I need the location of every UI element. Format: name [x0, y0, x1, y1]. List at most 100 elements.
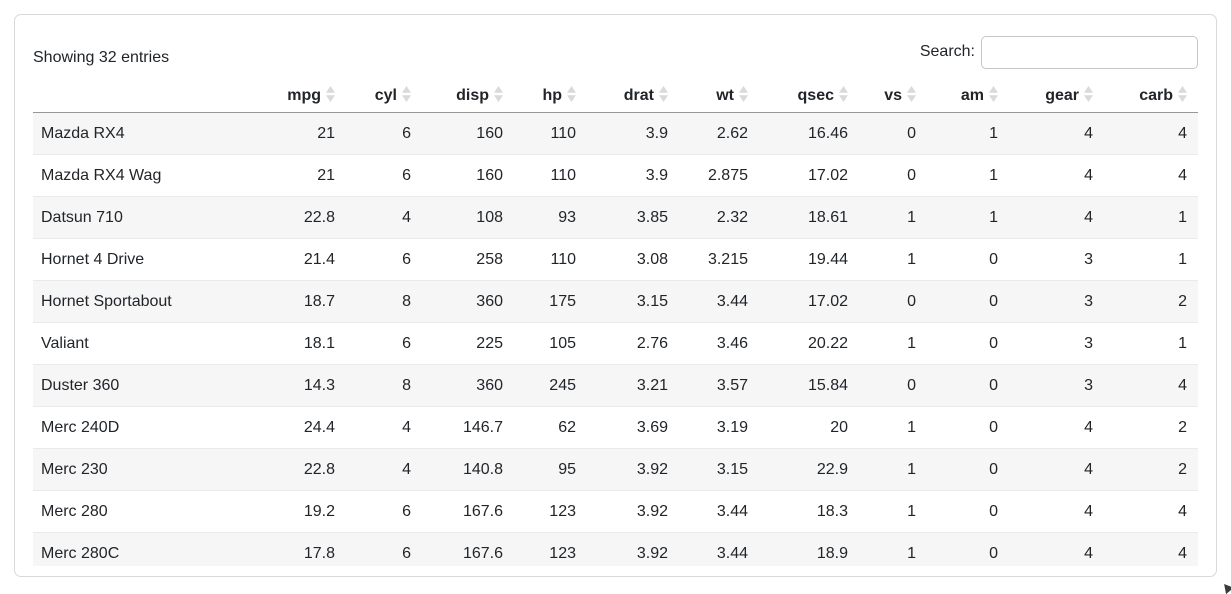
data-cell: 1 [1105, 196, 1198, 239]
data-cell: 95 [515, 448, 588, 491]
data-cell: 3 [1010, 322, 1105, 365]
data-cell: 17.02 [760, 280, 860, 323]
column-label: vs [884, 87, 902, 104]
data-cell: 3.46 [680, 322, 760, 365]
data-cell: 2.875 [680, 154, 760, 197]
data-cell: 14.3 [271, 364, 347, 407]
table-row: Hornet 4 Drive 21.4 6 258 110 3.08 3.215 19.44 1… [33, 238, 1198, 281]
sort-both-icon [494, 86, 503, 102]
column-header-qsec[interactable]: qsec [760, 77, 860, 113]
row-name-cell: Hornet Sportabout [33, 280, 271, 323]
data-cell: 4 [1010, 490, 1105, 533]
column-header-disp[interactable]: disp [423, 77, 515, 113]
column-label: hp [542, 87, 562, 104]
row-name-cell: Duster 360 [33, 364, 271, 407]
sort-both-icon [839, 86, 848, 102]
data-cell: 1 [860, 490, 928, 533]
data-cell: 2.62 [716, 125, 748, 142]
data-cell: 1 [860, 238, 928, 281]
data-cell: 1 [860, 532, 928, 566]
table-row: Duster 360 14.3 8 360 245 3.21 3.57 15.84 0 0 3 4 [33, 364, 1198, 407]
data-cell: 18.61 [760, 196, 860, 239]
entries-info: Showing 32 entries [33, 49, 170, 66]
data-cell: 18.1 [271, 322, 347, 365]
data-cell: 62 [515, 406, 588, 449]
data-cell: 4 [1010, 448, 1105, 491]
data-cell: 4 [1105, 154, 1198, 197]
data-cell: 21 [317, 125, 335, 142]
data-cell: 4 [1010, 406, 1105, 449]
data-cell: 4 [1010, 532, 1105, 566]
column-header-am[interactable]: am [928, 77, 1010, 113]
data-cell: 22.8 [271, 448, 347, 491]
data-cell: 110 [515, 154, 588, 197]
column-label: mpg [287, 87, 321, 104]
data-cell: 4 [1105, 364, 1198, 407]
data-cell: 3.19 [680, 406, 760, 449]
sort-both-icon [989, 86, 998, 102]
data-cell: 21.4 [271, 238, 347, 281]
data-cell: 8 [347, 280, 423, 323]
data-cell: 15.84 [760, 364, 860, 407]
data-cell: 1 [860, 406, 928, 449]
column-label: disp [456, 87, 489, 104]
column-header-mpg[interactable]: mpg [271, 77, 347, 113]
data-cell: 3.44 [680, 490, 760, 533]
table-scroll-area[interactable]: mpg cyl disp hp drat wt qsec vs am gear carb Mazda… [33, 77, 1198, 566]
data-cell: 0 [928, 364, 1010, 407]
data-cell: 3.215 [680, 238, 760, 281]
column-header-drat[interactable]: drat [588, 77, 680, 113]
row-name-cell: Mazda RX4 Wag [33, 154, 271, 197]
data-cell: 110 [550, 125, 576, 142]
data-cell: 258 [423, 238, 515, 281]
data-cell: 19.44 [760, 238, 860, 281]
column-header-wt[interactable]: wt [680, 77, 760, 113]
data-cell: 6 [402, 125, 411, 142]
column-label: gear [1045, 87, 1079, 104]
table-row: Valiant 18.1 6 225 105 2.76 3.46 20.22 1 0 3 1 [33, 322, 1198, 365]
column-header-carb[interactable]: carb [1105, 77, 1198, 113]
data-cell: 140.8 [423, 448, 515, 491]
data-cell: 0 [907, 125, 916, 142]
data-cell: 1 [928, 196, 1010, 239]
data-cell: 1 [928, 154, 1010, 197]
data-cell: 20.22 [760, 322, 860, 365]
data-cell: 2.76 [588, 322, 680, 365]
sort-both-icon [567, 86, 576, 102]
data-cell: 6 [347, 532, 423, 566]
row-name-cell: Merc 230 [33, 448, 271, 491]
data-cell: 0 [860, 280, 928, 323]
column-header-gear[interactable]: gear [1010, 77, 1105, 113]
data-cell: 1 [1105, 238, 1198, 281]
data-cell: 0 [860, 364, 928, 407]
data-cell: 22.8 [271, 196, 347, 239]
datatable-card: Showing 32 entries Search: mpg cyl disp hp d… [14, 14, 1217, 577]
column-header-row-names [33, 77, 271, 113]
column-label: wt [716, 87, 734, 104]
column-label: cyl [374, 87, 397, 104]
data-cell: 0 [928, 532, 1010, 566]
table-row: Merc 230 22.8 4 140.8 95 3.92 3.15 22.9 1 0 4 2 [33, 448, 1198, 491]
table-row: Hornet Sportabout 18.7 8 360 175 3.15 3.44 17.0… [33, 280, 1198, 323]
data-cell: 105 [515, 322, 588, 365]
data-cell: 245 [515, 364, 588, 407]
column-header-vs[interactable]: vs [860, 77, 928, 113]
row-name-cell: Valiant [33, 322, 271, 365]
data-cell: 4 [347, 406, 423, 449]
row-name-cell: Merc 280 [33, 490, 271, 533]
data-cell: 3.69 [588, 406, 680, 449]
search-input[interactable] [981, 35, 1198, 69]
data-cell: 20 [760, 406, 860, 449]
sort-both-icon [1084, 86, 1093, 102]
search-label: Search: [919, 43, 975, 60]
data-cell: 2 [1105, 406, 1198, 449]
data-cell: 1 [1105, 322, 1198, 365]
column-header-cyl[interactable]: cyl [347, 77, 423, 113]
data-cell: 0 [928, 322, 1010, 365]
data-cell: 2.32 [680, 196, 760, 239]
sort-both-icon [326, 86, 335, 102]
column-header-hp[interactable]: hp [515, 77, 588, 113]
data-cell: 3 [1010, 238, 1105, 281]
data-cell: 4 [347, 448, 423, 491]
column-label: qsec [797, 87, 834, 104]
